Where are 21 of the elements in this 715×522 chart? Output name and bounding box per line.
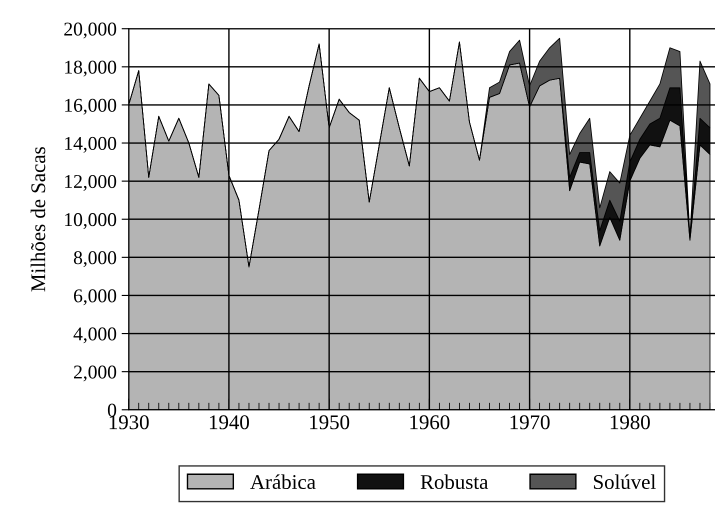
x-tick-label: 1930 <box>110 415 149 430</box>
y-tick-label: 8,000 <box>74 251 116 268</box>
x-tick-label: 1960 <box>410 415 450 430</box>
x-tick-label: 1950 <box>310 415 350 430</box>
x-tick-label: 1980 <box>610 415 650 430</box>
y-tick-label: 4,000 <box>74 327 116 344</box>
y-tick-label: 16,000 <box>65 98 116 115</box>
y-tick-label: 18,000 <box>65 60 116 77</box>
y-tick-label: 14,000 <box>65 136 116 153</box>
legend-label: Arábica <box>250 474 316 490</box>
y-tick-label: 20,000 <box>64 22 116 38</box>
y-axis-title: Milhões de Sacas <box>30 147 46 292</box>
y-tick-label: 2,000 <box>74 365 116 382</box>
y-tick-label: 12,000 <box>65 174 116 191</box>
x-tick-label: 1970 <box>510 415 550 430</box>
x-tick-label: 1940 <box>210 415 249 430</box>
y-tick-label: 10,000 <box>65 213 116 229</box>
y-tick-label: 0 <box>108 404 116 417</box>
legend-label: Robusta <box>420 474 488 490</box>
y-tick-label: 6,000 <box>74 289 116 306</box>
legend-label: Solúvel <box>594 474 656 490</box>
